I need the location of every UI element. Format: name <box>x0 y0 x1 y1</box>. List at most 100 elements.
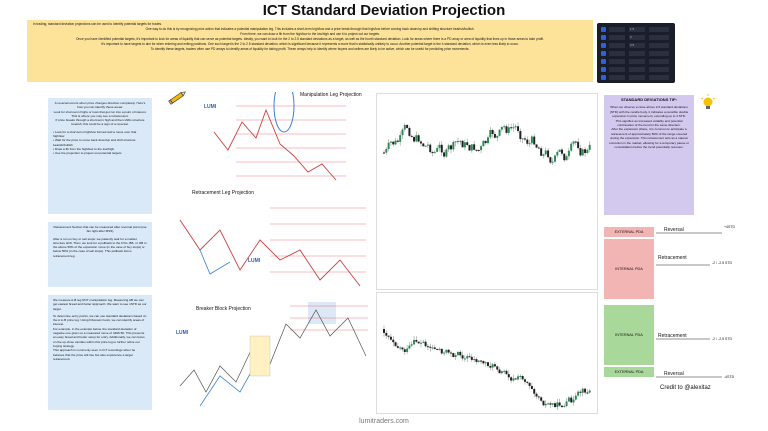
candle-body <box>452 141 455 150</box>
candle-body <box>477 360 480 362</box>
candle-body <box>406 348 409 352</box>
candle-body <box>579 391 582 393</box>
candle-body <box>440 144 443 153</box>
candle-body <box>463 142 466 148</box>
level-field[interactable] <box>629 51 645 56</box>
candle-body <box>542 154 545 156</box>
candle-body <box>408 345 411 349</box>
candle-body <box>549 157 552 163</box>
footer-url[interactable]: lumitraders.com <box>359 418 409 425</box>
chart-label: Retracement Leg Projection <box>192 190 254 196</box>
checkbox[interactable] <box>601 59 606 64</box>
candle-body <box>584 388 587 393</box>
candle-body <box>422 341 425 343</box>
logo-text: LUMI <box>204 104 217 110</box>
candle-body <box>470 144 473 151</box>
candle-body <box>528 382 531 386</box>
candle-body <box>503 126 506 128</box>
level-field[interactable]: 1.5 <box>629 27 645 32</box>
candle-body <box>480 360 483 362</box>
fib-setting-row[interactable] <box>601 74 671 81</box>
candle-body <box>419 342 422 344</box>
level-field[interactable]: 2 <box>629 35 645 40</box>
candle-body <box>572 399 575 403</box>
candle-body <box>415 339 418 342</box>
bullet-line: • Look for a short-term high/low formed … <box>53 129 137 139</box>
candle-body <box>528 143 531 145</box>
candle-body <box>533 136 536 145</box>
fib-setting-row[interactable]: 1.5 <box>601 26 671 33</box>
candle-body <box>456 351 459 356</box>
fib-setting-row[interactable]: 2.5 <box>601 42 671 49</box>
candle-body <box>544 403 547 406</box>
candle-body <box>403 124 406 130</box>
fib-setting-row[interactable] <box>601 50 671 57</box>
candle-body <box>401 129 404 136</box>
level-field[interactable]: 2.5 <box>629 43 645 48</box>
candle-body <box>447 349 450 353</box>
checkbox[interactable] <box>601 35 606 40</box>
candle-body <box>510 127 513 129</box>
candle-body <box>401 347 404 350</box>
fib-setting-row[interactable] <box>601 66 671 73</box>
candle-body <box>505 126 508 133</box>
candle-body <box>450 145 453 150</box>
candle-body <box>537 147 540 149</box>
candle-body <box>399 347 402 349</box>
level-field[interactable] <box>629 59 645 64</box>
candle-body <box>540 148 543 156</box>
bullet-line: • Use the projection to project out pote… <box>53 151 122 156</box>
candle-body <box>533 388 536 394</box>
intro-line: From there, we can draw a fib from the h… <box>240 32 380 37</box>
candle-body <box>456 140 459 142</box>
candle-body <box>394 342 397 347</box>
candle-body <box>410 135 413 137</box>
candle-body <box>517 376 520 380</box>
chart-label: Breaker Block Projection <box>196 306 251 312</box>
external-pda-top: EXTERNAL PDA <box>604 227 654 237</box>
reversal-label: Reversal <box>664 227 684 233</box>
candle-body <box>392 339 395 343</box>
candle-body <box>574 141 577 143</box>
candle-body <box>484 362 487 364</box>
checkbox[interactable] <box>601 67 606 72</box>
text-line: We measure A-B leg NOT manipulation leg.… <box>53 298 147 311</box>
checkbox[interactable] <box>601 51 606 56</box>
fib-setting-row[interactable]: 2 <box>601 34 671 41</box>
reversal-explanation-box: A reversal occurs when price changes dir… <box>48 98 152 214</box>
logo-text: LUMI <box>248 258 261 264</box>
checkbox[interactable] <box>601 27 606 32</box>
candle-body <box>389 336 392 340</box>
candle-body <box>426 144 429 146</box>
checkbox[interactable] <box>601 75 606 80</box>
level-field[interactable] <box>629 75 645 80</box>
fib-setting-row[interactable] <box>601 58 671 65</box>
candle-body <box>475 149 478 151</box>
candle-body <box>443 352 446 354</box>
level-field[interactable] <box>629 67 645 72</box>
intro-line: To identify these targets, traders often… <box>150 47 470 52</box>
candle-body <box>463 358 466 360</box>
candlestick-chart-top <box>376 93 598 290</box>
candle-body <box>438 144 441 149</box>
breaker-block-chart: Breaker Block Projection LUMI <box>170 296 370 414</box>
candle-body <box>560 405 563 407</box>
reversal-label: Reversal <box>664 371 684 377</box>
candle-body <box>512 378 515 381</box>
candle-body <box>572 141 575 144</box>
candle-body <box>431 152 434 154</box>
candle-body <box>577 141 580 149</box>
candle-body <box>383 329 385 333</box>
chart-label: Manipulation Leg Projection <box>300 92 362 98</box>
candle-body <box>521 375 524 380</box>
candle-body <box>466 142 469 146</box>
candle-body <box>445 349 448 353</box>
checkbox[interactable] <box>601 43 606 48</box>
candle-body <box>389 141 392 143</box>
candle-body <box>558 402 561 406</box>
candle-body <box>567 150 570 157</box>
candle-body <box>387 335 390 337</box>
lightbulb-icon <box>700 94 716 109</box>
std-label: -2 / -2.5 STD <box>712 337 733 341</box>
candle-body <box>468 145 471 151</box>
